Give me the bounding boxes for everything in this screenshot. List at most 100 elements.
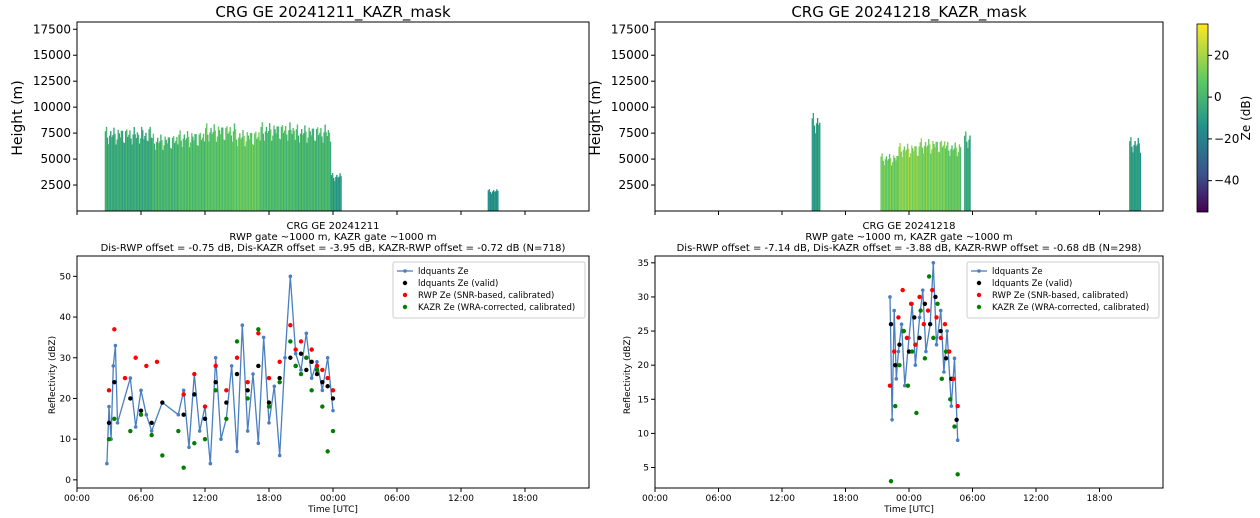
echo-column [254, 133, 256, 211]
echo-column [259, 140, 261, 211]
point-valid [277, 375, 282, 381]
echo-column [320, 128, 322, 211]
x-tick-label: 18:00 [833, 494, 859, 504]
colorbar-tick-label: 0 [1214, 90, 1222, 104]
scatter-panel-1: CRG GE 20241211 RWP gate ~1000 m, KAZR g… [48, 221, 590, 515]
point-kazr [948, 397, 953, 402]
echo-column [170, 148, 173, 211]
point-ldquants [931, 261, 936, 265]
echo-column [489, 191, 492, 211]
echo-column [302, 135, 304, 211]
echo-column [1137, 137, 1139, 211]
echo-column [169, 147, 172, 211]
scatter-2-title: CRG GE 20241218 [862, 221, 955, 232]
echo-column [112, 135, 114, 211]
echo-column [293, 130, 295, 211]
echo-column [213, 124, 215, 211]
echo-column [139, 138, 142, 211]
echo-column [325, 132, 327, 211]
echo-column [182, 138, 184, 211]
echo-column [950, 149, 952, 211]
echo-column [964, 135, 966, 211]
point-valid [897, 342, 902, 347]
point-ldquants [913, 363, 918, 367]
point-kazr [181, 465, 186, 470]
x-tick-label: 00:00 [642, 494, 668, 504]
echo-column [307, 137, 309, 211]
echo-column [250, 133, 253, 211]
x-tick-label: 18:00 [512, 494, 538, 504]
echo-column [928, 139, 930, 211]
echo-column [288, 130, 290, 211]
x-tick-label: 00:00 [896, 494, 922, 504]
point-valid [933, 294, 938, 300]
legend-entry-label: ldquants Ze (valid) [418, 279, 498, 289]
y-tick-label: 35 [638, 259, 649, 269]
x-tick-label: 12:00 [1023, 494, 1049, 504]
echo-column [490, 193, 493, 211]
point-valid [192, 392, 197, 397]
echo-column [218, 130, 221, 211]
legend-box [392, 261, 586, 319]
echo-column [813, 125, 816, 211]
echo-column [283, 130, 286, 211]
point-rwp [955, 403, 960, 409]
echo-segment [1129, 137, 1142, 211]
point-ldquants [133, 425, 138, 429]
point-kazr [922, 356, 928, 361]
point-rwp [938, 335, 943, 341]
echo-column [177, 144, 179, 211]
point-valid [224, 400, 229, 405]
point-kazr [914, 410, 919, 416]
echo-column [121, 130, 124, 211]
echo-column [1138, 143, 1141, 211]
point-ldquants [149, 429, 154, 433]
echo-column [929, 144, 931, 211]
echo-column [146, 140, 148, 211]
echo-column [222, 127, 224, 211]
point-rwp [277, 359, 282, 365]
echo-column [212, 132, 214, 211]
echo-column [168, 137, 171, 211]
point-ldquants [229, 364, 234, 368]
point-valid [288, 355, 293, 360]
echo-column [214, 130, 216, 211]
echo-column [197, 145, 199, 211]
y-tick-label: 12500 [611, 74, 649, 88]
echo-column [274, 129, 276, 211]
point-kazr [943, 349, 949, 354]
point-rwp [891, 349, 897, 354]
legend-swatch-dot [976, 292, 982, 298]
scatter-2-subtitle2: Dis-RWP offset = -7.14 dB, Dis-KAZR offs… [677, 243, 1142, 254]
echo-column [882, 160, 884, 211]
echo-column [247, 135, 250, 211]
echo-column [303, 133, 305, 211]
echo-column [917, 156, 919, 211]
heatmap-1-ylabel: Height (m) [10, 80, 26, 155]
point-ldquants [955, 438, 960, 443]
echo-column [237, 146, 239, 211]
point-ldquants [945, 329, 949, 333]
echo-column [814, 133, 817, 211]
point-valid [149, 420, 154, 426]
echo-column [319, 132, 321, 211]
point-kazr [128, 428, 133, 434]
point-kazr [234, 339, 240, 344]
echo-column [239, 133, 241, 211]
y-tick-label: 12500 [33, 74, 71, 88]
colorbar-tick-label: −20 [1214, 132, 1239, 146]
heatmap-1-frame [76, 21, 590, 212]
point-kazr [293, 363, 298, 369]
point-kazr [298, 371, 304, 377]
echo-column [253, 144, 255, 211]
legend-swatch-marker [403, 269, 407, 273]
echo-column [911, 145, 913, 211]
echo-column [149, 126, 151, 211]
heatmap-2-frame [654, 21, 1164, 212]
echo-segment [898, 142, 920, 211]
point-rwp [181, 392, 186, 397]
echo-column [935, 141, 937, 211]
echo-column [115, 144, 117, 211]
scatter-1-subtitle: RWP gate ~1000 m, KAZR gate ~1000 m [229, 232, 436, 243]
point-kazr [314, 367, 320, 373]
